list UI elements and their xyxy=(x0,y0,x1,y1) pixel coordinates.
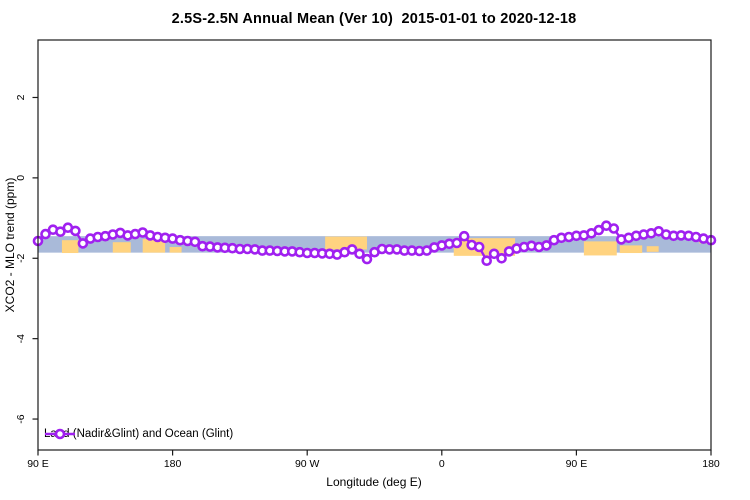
band-orange-patch xyxy=(61,240,79,254)
x-tick-label: 90 E xyxy=(27,458,49,470)
chart-title: 2.5S-2.5N Annual Mean (Ver 10) 2015-01-0… xyxy=(171,11,577,27)
legend: Land (Nadir&Glint) and Ocean (Glint) xyxy=(44,427,233,441)
y-tick-label: -2 xyxy=(15,253,27,262)
y-tick-label: -4 xyxy=(15,334,27,343)
series-marker-icon xyxy=(45,428,75,440)
x-axis-label: Longitude (deg E) xyxy=(326,475,422,489)
band-orange-patch xyxy=(619,245,643,254)
y-tick-label: -6 xyxy=(15,414,27,423)
data-point xyxy=(354,248,365,260)
data-point xyxy=(496,252,507,264)
data-point xyxy=(488,248,500,260)
data-point xyxy=(593,224,605,236)
data-point xyxy=(40,228,51,240)
band-orange-patch xyxy=(142,238,166,253)
band-orange-patch xyxy=(169,247,182,253)
band-orange-patch xyxy=(325,236,368,250)
x-tick-label: 90 W xyxy=(295,458,320,470)
data-point xyxy=(451,237,463,249)
legend-label: Land (Nadir&Glint) and Ocean (Glint) xyxy=(44,428,234,440)
band-orange-patch xyxy=(646,246,659,252)
data-point xyxy=(608,223,620,234)
band-orange-patch xyxy=(583,241,617,256)
x-tick-label: 0 xyxy=(439,458,445,470)
data-point xyxy=(458,230,470,242)
data-point xyxy=(77,238,89,249)
band-orange-patch xyxy=(112,242,131,253)
x-tick-label: 180 xyxy=(164,458,182,470)
plot-box xyxy=(37,39,712,451)
data-point xyxy=(541,240,552,251)
y-tick-label: 2 xyxy=(15,94,27,100)
y-tick-label: 0 xyxy=(15,175,27,181)
data-point xyxy=(473,241,485,253)
data-point xyxy=(189,236,201,248)
x-tick-label: 180 xyxy=(702,458,720,470)
data-point xyxy=(481,255,493,267)
data-point xyxy=(346,244,358,255)
data-point xyxy=(55,226,66,237)
x-tick-label: 90 E xyxy=(566,458,588,470)
data-point xyxy=(70,225,81,237)
data-point xyxy=(361,253,373,265)
